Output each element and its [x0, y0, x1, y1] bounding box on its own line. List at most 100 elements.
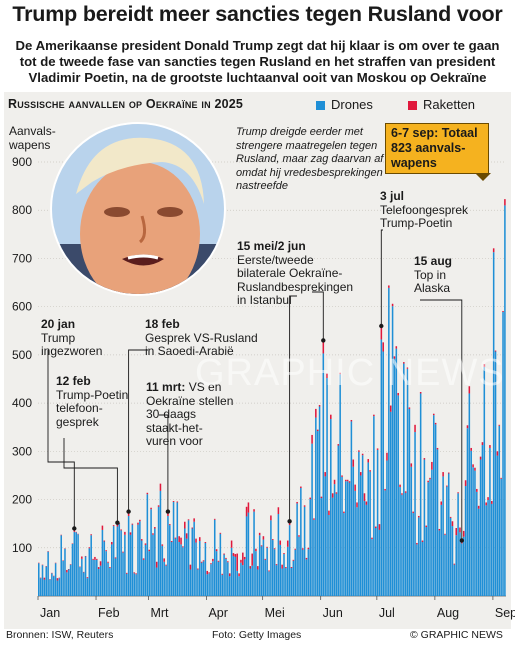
drone-bar: [328, 514, 330, 596]
drone-bar: [320, 498, 323, 596]
drone-bar: [79, 567, 81, 596]
missile-bar: [154, 527, 156, 529]
drone-bar: [286, 546, 289, 596]
drone-bar: [436, 449, 439, 596]
drone-bar: [309, 499, 311, 596]
drone-bar: [354, 490, 356, 596]
missile-bar: [90, 534, 92, 536]
drone-bar: [137, 524, 139, 596]
drone-bar: [330, 419, 332, 596]
missile-bar: [223, 553, 225, 555]
drone-bar: [427, 482, 429, 596]
drone-bar: [376, 449, 379, 596]
drone-bar: [337, 445, 340, 596]
missile-bar: [251, 553, 253, 566]
missile-bar: [361, 453, 364, 456]
record-callout: 6-7 sep: Totaal 823 aanvals-wapens: [385, 123, 489, 174]
x-tick-label: Sep: [495, 606, 515, 620]
annotation-marker: [321, 338, 326, 343]
drone-bar: [384, 490, 386, 596]
missile-bar: [358, 450, 360, 452]
missile-bar: [373, 414, 375, 417]
drone-bar: [228, 576, 231, 596]
drone-bar: [356, 507, 358, 596]
missile-bar: [268, 570, 270, 572]
drone-bar: [58, 578, 61, 596]
y-tick-label: 100: [12, 541, 32, 555]
missile-bar: [459, 527, 461, 533]
drone-bar: [262, 539, 265, 596]
missile-bar: [148, 549, 150, 552]
missile-bar: [359, 472, 362, 476]
missile-bar: [389, 405, 392, 412]
missile-bar: [307, 547, 310, 550]
drone-bar: [292, 560, 295, 596]
missile-bar: [230, 540, 233, 548]
drone-bar: [316, 431, 319, 596]
annotation-marker: [459, 538, 464, 543]
drone-bar: [243, 559, 246, 596]
annotation-date: 12 feb: [56, 374, 91, 388]
missile-bar: [301, 548, 304, 550]
drone-bar: [335, 493, 338, 596]
drone-bar: [249, 568, 252, 596]
drone-bar: [281, 568, 283, 596]
drone-bar: [213, 519, 216, 596]
x-tick-label: Jan: [40, 606, 60, 620]
drone-bar: [410, 466, 413, 596]
drone-bar: [318, 406, 321, 596]
footer-sources: Bronnen: ISW, Reuters: [6, 629, 114, 641]
missile-bar: [408, 407, 411, 409]
drone-bar: [476, 491, 478, 596]
missile-bar: [414, 424, 416, 433]
legend-drones: Drones: [316, 97, 373, 112]
missile-bar: [431, 461, 433, 470]
drone-bar: [47, 551, 49, 596]
y-tick-label: 900: [12, 155, 32, 169]
drone-bar: [496, 455, 499, 596]
annotation-date: 15 aug: [414, 254, 453, 268]
drone-bar: [359, 475, 362, 596]
missile-bar: [468, 386, 471, 394]
missile-bar: [502, 311, 504, 312]
missile-bar: [191, 527, 194, 529]
drone-bar: [363, 501, 366, 596]
drone-bar: [38, 563, 40, 596]
missile-bar: [386, 452, 388, 461]
drone-bar: [412, 513, 414, 596]
annotation-marker: [379, 323, 384, 329]
missile-bar: [294, 548, 296, 550]
annotation-leader: [159, 414, 169, 512]
drone-bar: [129, 534, 132, 596]
missile-bar: [232, 553, 235, 556]
missile-bar: [300, 486, 302, 488]
missile-bar: [343, 511, 345, 514]
missile-bar: [281, 564, 283, 569]
drone-bar: [472, 467, 474, 596]
drone-bar: [279, 544, 282, 596]
drone-bar: [122, 552, 124, 596]
missile-bar: [365, 501, 368, 505]
missile-bar: [481, 442, 484, 446]
missile-bar: [283, 553, 285, 555]
missile-bar: [504, 199, 506, 206]
missile-bar: [210, 563, 212, 565]
annotation-date: 11 mrt:: [146, 380, 186, 394]
drone-bar: [255, 551, 257, 596]
missile-bar: [180, 537, 182, 545]
missile-bar: [279, 540, 282, 545]
missile-bar: [213, 518, 216, 520]
y-tick-label: 300: [12, 444, 32, 458]
drone-bar: [273, 549, 276, 596]
missile-bar: [133, 572, 136, 574]
drone-bar: [240, 562, 242, 596]
missile-bar: [187, 519, 190, 521]
drone-bar: [494, 351, 497, 596]
drone-bar: [324, 476, 326, 596]
missile-bar: [487, 497, 489, 501]
drone-bar: [107, 562, 109, 596]
missile-bar: [152, 533, 154, 535]
drone-bar: [148, 551, 150, 596]
drone-bar: [154, 528, 156, 596]
drone-bar: [414, 432, 416, 596]
